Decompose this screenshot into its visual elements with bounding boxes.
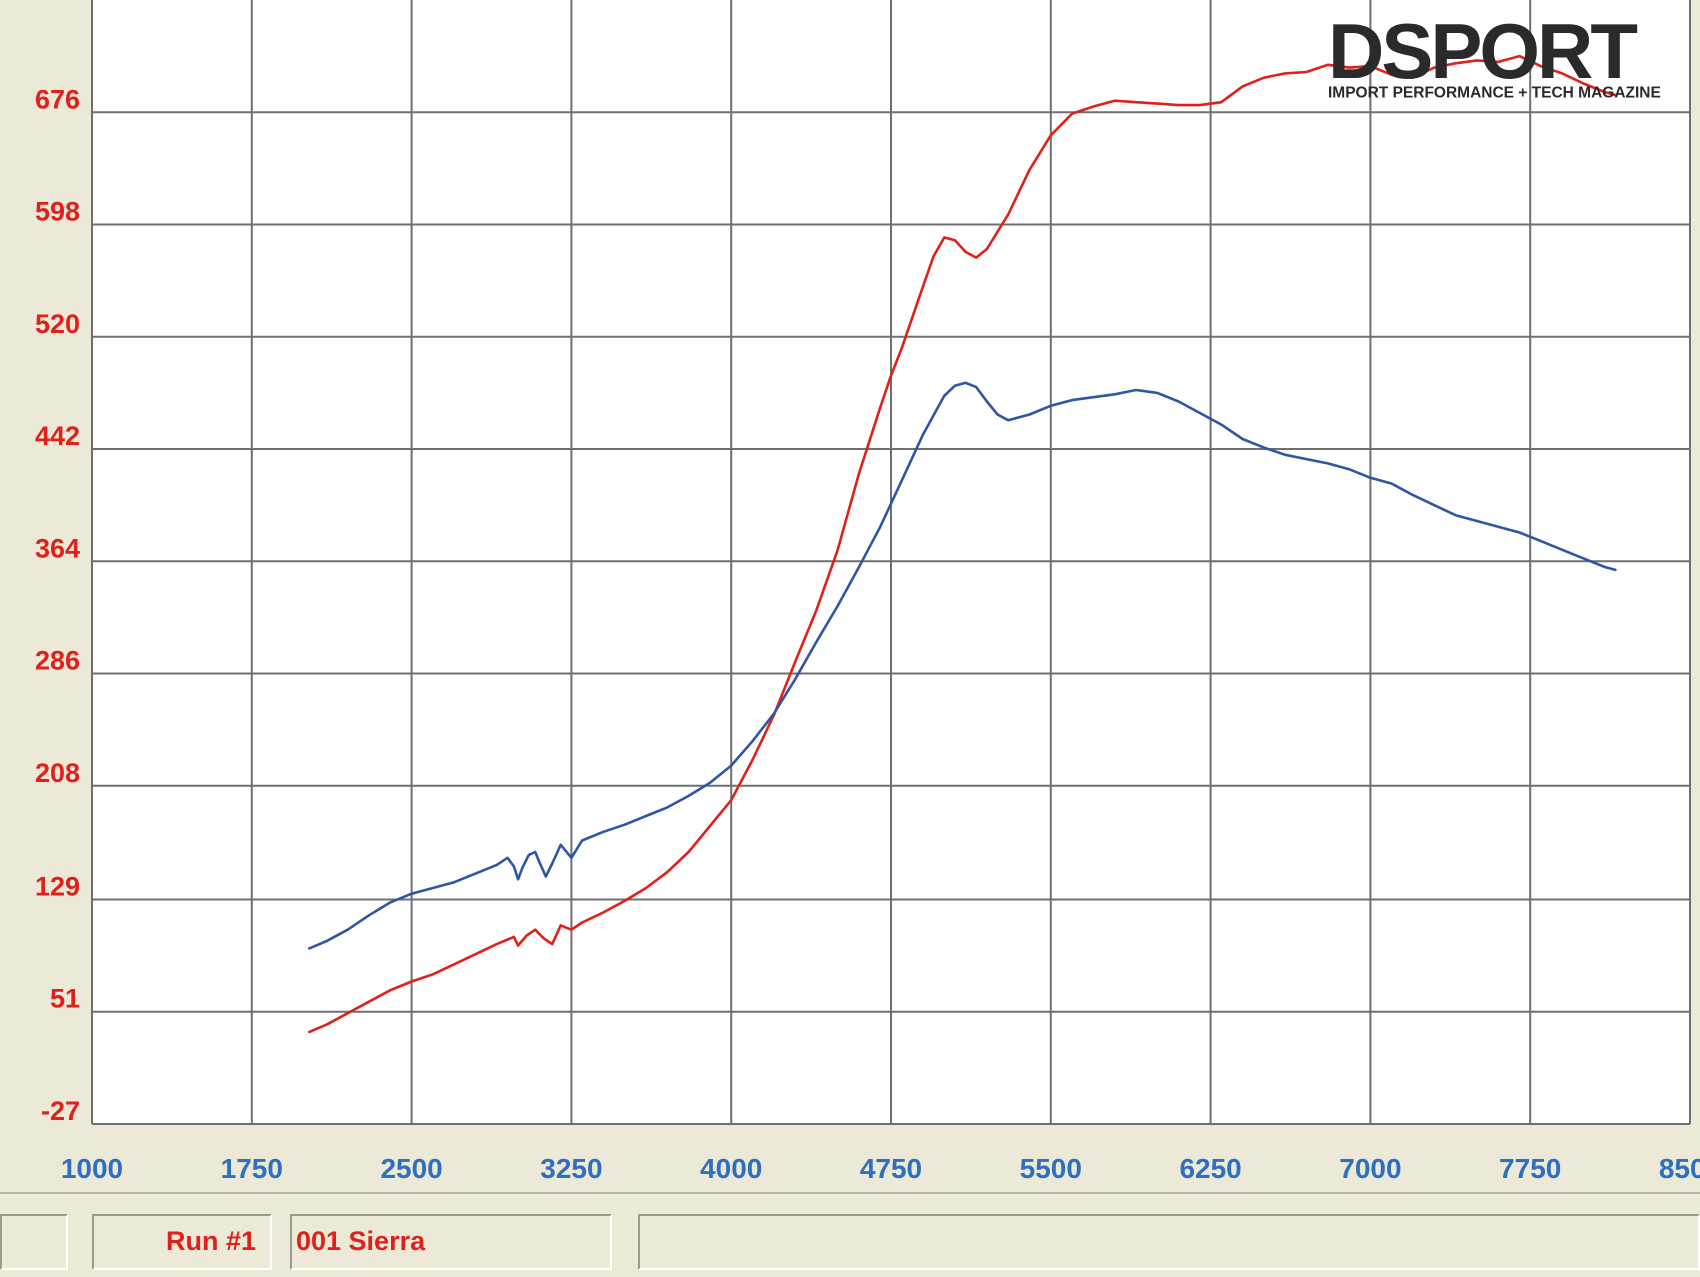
dyno-chart: -27 51 129 208 286 364 442 520 598 676 1000 1750 25… — [34, 0, 1700, 1184]
y-axis-ticks: -27 51 129 208 286 364 442 520 598 676 — [35, 84, 80, 1126]
x-tick-label-6: 5500 — [1020, 1153, 1082, 1184]
status-panel-run: Run #1 — [92, 1214, 272, 1270]
y-tick-label-2: 129 — [35, 871, 80, 901]
x-tick-label-3: 3250 — [540, 1153, 602, 1184]
series-line-2 — [308, 381, 1617, 950]
status-panel-left — [0, 1214, 68, 1270]
y-tick-label-5: 364 — [35, 533, 80, 563]
x-tick-label-2: 2500 — [380, 1153, 442, 1184]
grid-lines — [91, 0, 1691, 1125]
x-tick-label-8: 7000 — [1339, 1153, 1401, 1184]
x-tick-label-7: 6250 — [1179, 1153, 1241, 1184]
series-group — [308, 54, 1617, 1034]
x-tick-label-10: 8500 — [1659, 1153, 1700, 1184]
y-tick-label-6: 442 — [35, 421, 80, 451]
series-line-1 — [308, 54, 1617, 1034]
x-tick-label-4: 4000 — [700, 1153, 762, 1184]
x-tick-label-1: 1750 — [221, 1153, 283, 1184]
y-tick-label-8: 598 — [35, 197, 80, 227]
status-panel-right — [638, 1214, 1700, 1270]
x-tick-label-5: 4750 — [860, 1153, 922, 1184]
y-tick-label-0: -27 — [41, 1096, 80, 1126]
x-tick-label-9: 7750 — [1499, 1153, 1561, 1184]
logo-tagline: IMPORT PERFORMANCE + TECH MAGAZINE — [1328, 84, 1661, 101]
dsport-logo: DSPORT IMPORT PERFORMANCE + TECH MAGAZIN… — [1328, 7, 1661, 101]
y-tick-label-3: 208 — [35, 758, 80, 788]
x-tick-label-0: 1000 — [61, 1153, 123, 1184]
y-tick-label-9: 676 — [35, 84, 80, 114]
y-tick-label-4: 286 — [35, 646, 80, 676]
y-tick-label-1: 51 — [50, 984, 80, 1014]
y-tick-label-7: 520 — [35, 309, 80, 339]
status-bar: Run #1 001 Sierra — [0, 1192, 1700, 1277]
x-axis-ticks: 1000 1750 2500 3250 4000 4750 5500 6250 7000 7750… — [61, 1153, 1700, 1184]
run-label: Run #1 — [166, 1226, 257, 1256]
status-panel-run-name: 001 Sierra — [290, 1214, 612, 1270]
logo-text: DSPORT — [1328, 7, 1637, 95]
run-name: 001 Sierra — [296, 1226, 426, 1256]
